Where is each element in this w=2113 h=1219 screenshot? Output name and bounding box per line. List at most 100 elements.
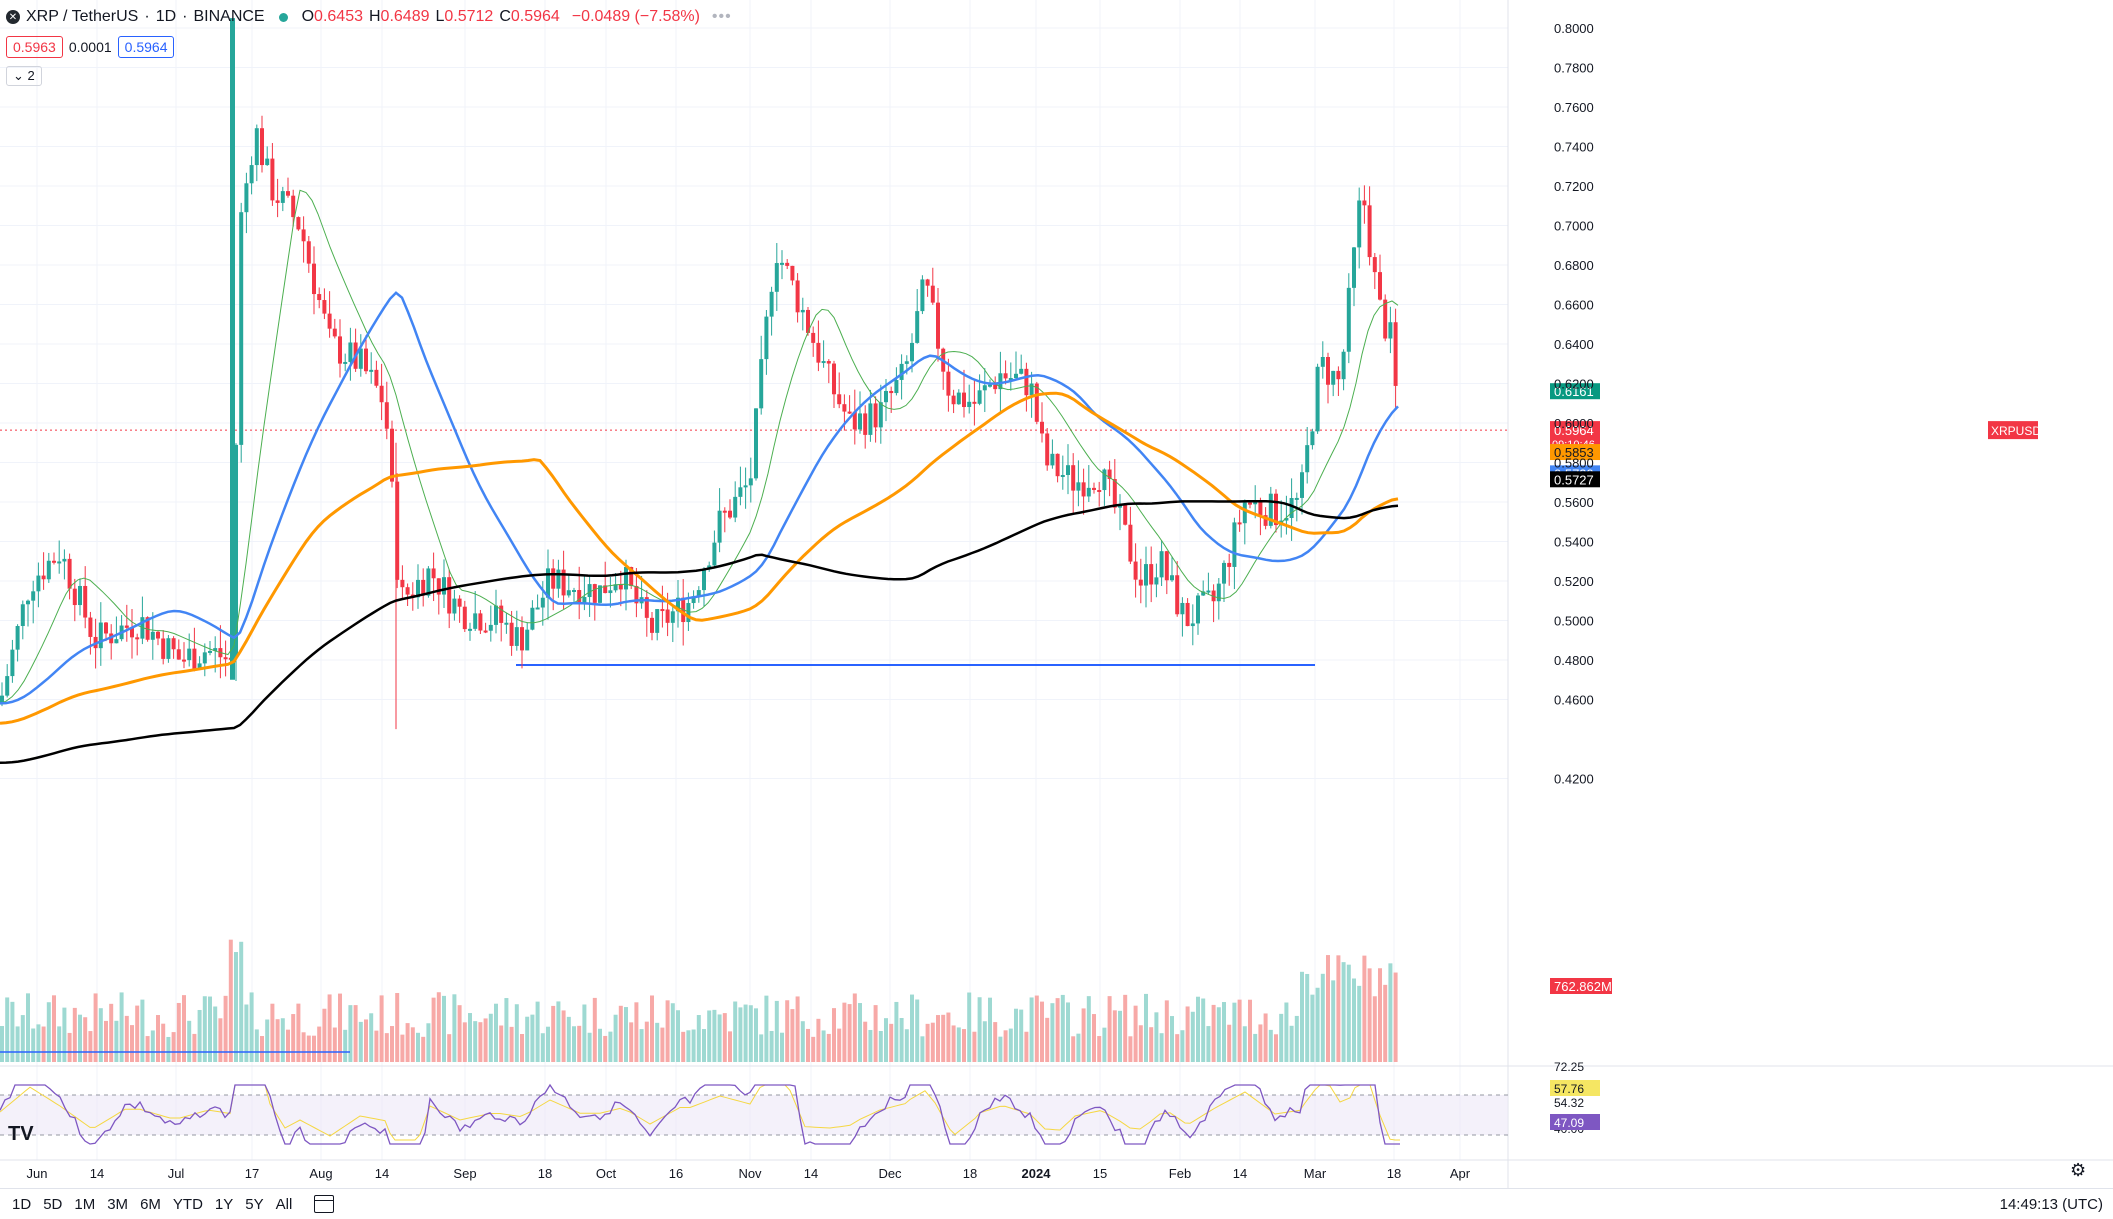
candle [234,444,238,658]
price-tick: 0.7200 [1554,179,1594,194]
timeframe-all[interactable]: All [275,1195,293,1213]
support-line[interactable] [0,663,1315,1053]
candle [1258,501,1263,516]
candle [1263,515,1268,526]
candle [1170,575,1174,581]
candle [390,428,394,482]
volume-bar [124,1015,129,1062]
volume-bar [46,1002,51,1062]
volume-bar [1190,1011,1195,1062]
price-axis[interactable]: 0.8000 0.7800 0.7600 0.7400 0.7200 0.7000 0.68… [1550,21,1600,1136]
volume-bar [1310,994,1315,1062]
volume-bar [603,1035,608,1062]
timeframe-1d[interactable]: 1D [12,1195,32,1213]
timeframe-ytd[interactable]: YTD [172,1195,203,1213]
volume-bar [1066,1002,1070,1062]
volume-bar [566,1016,571,1062]
volume-bar [1014,1008,1018,1062]
candle [0,695,4,704]
volume-bar [696,1015,701,1062]
candle [1227,562,1232,567]
volume-bar [582,1004,587,1062]
candle [135,637,140,640]
volume-bar [514,1004,519,1062]
volume-bar [915,999,920,1062]
candle [317,294,322,301]
rsi-tick: 72.25 [1554,1060,1584,1074]
candle [374,369,379,386]
volume-bar [972,1031,977,1062]
candle [166,638,171,659]
time-tick: Sep [453,1166,476,1181]
candle [1216,583,1221,602]
volume-bar [1216,1007,1221,1062]
price-tick: 0.5400 [1554,535,1594,550]
candle [868,403,873,435]
candle [665,609,670,623]
ma-price-value: 0.5727 [1554,472,1594,487]
candle [936,302,940,349]
timeframe-3m[interactable]: 3M [107,1195,129,1213]
price-tick: 0.5200 [1554,574,1594,589]
time-axis[interactable]: Jun 14 Jul 17 Aug 14 Sep 18 Oct 16 Nov 14 Dec 18 2024 1… [8,1123,1471,1181]
volume-bar [988,997,992,1062]
volume-bar [618,1005,623,1062]
candle [785,262,790,266]
candle [67,558,72,589]
ma-price-label [1550,444,1600,461]
volume-bar [1201,998,1206,1062]
candle [488,624,493,631]
timeframe-5d[interactable]: 5D [43,1195,63,1213]
volume-bar [1378,968,1382,1062]
candle [972,401,977,404]
timeframe-6m[interactable]: 6M [140,1195,161,1213]
time-tick: Aug [309,1166,332,1181]
price-tick: 0.6000 [1554,416,1594,431]
settings-gear-icon[interactable]: ⚙ [2070,1160,2087,1180]
calendar-icon[interactable] [314,1195,335,1213]
volume-bar [379,995,384,1062]
volume-bar [457,1005,462,1062]
volume-bar [1040,1001,1044,1062]
volume-bar [1289,1025,1294,1062]
time-tick: 17 [245,1166,259,1181]
candle [629,567,634,586]
candle [582,597,587,605]
volume-bar [218,1018,223,1062]
more-icon[interactable]: ••• [711,8,732,25]
timeframe-1m[interactable]: 1M [74,1195,96,1213]
volume-bar [665,1000,670,1062]
symbol-name[interactable]: XRP / TetherUS [26,8,139,25]
volume-bar [644,1021,649,1062]
volume-bar [686,1030,691,1062]
volume-bar [426,1023,431,1062]
time-tick: Oct [596,1166,617,1181]
candle [1123,504,1128,525]
sell-price[interactable]: 0.5963 [6,36,63,58]
candle [254,128,259,166]
candle [1076,482,1081,491]
volume-bar [202,996,207,1062]
candle [5,676,10,696]
time-tick: 18 [963,1166,977,1181]
candle [759,359,764,409]
volume-bar [759,1034,764,1062]
volume-bar [769,1030,774,1062]
volume-bar [208,996,212,1062]
volume-bar [1320,973,1325,1062]
volume-bar [1294,1015,1299,1062]
candle [618,584,623,590]
price-tick: 0.5800 [1554,456,1594,471]
volume-bar [785,1000,790,1062]
volume-bar [936,1015,940,1062]
volume-bar [639,1029,644,1062]
timeframe-5y[interactable]: 5Y [245,1195,264,1213]
timeframe-1y[interactable]: 1Y [214,1195,234,1213]
buy-price[interactable]: 0.5964 [117,36,175,58]
volume-bar [239,941,244,1062]
volume-bar [717,1014,722,1062]
indicators-toggle[interactable]: ⌄ 2 [6,66,42,86]
candle [332,328,337,337]
timeframe-label[interactable]: 1D [155,8,177,25]
